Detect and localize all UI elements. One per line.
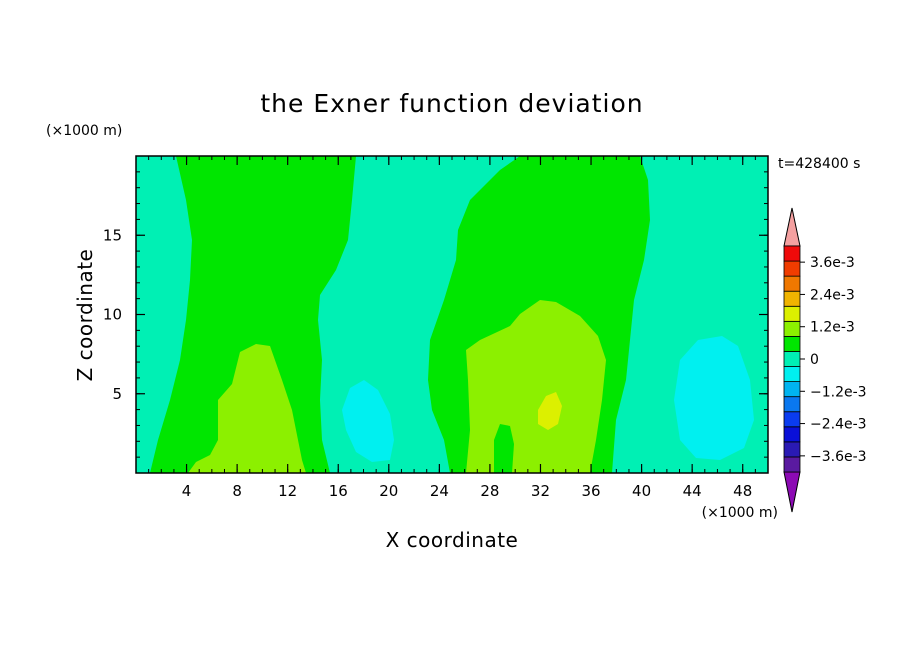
x-tick-label: 32 bbox=[531, 482, 550, 500]
colorbar-cell bbox=[783, 441, 801, 458]
chart-title: the Exner function deviation bbox=[260, 89, 643, 118]
time-label: t=428400 s bbox=[778, 156, 860, 172]
colorbar-cell bbox=[783, 351, 801, 367]
x-tick-label: 24 bbox=[430, 482, 449, 500]
colorbar-cell bbox=[783, 396, 801, 413]
x-tick-label: 40 bbox=[632, 482, 651, 500]
contour-field bbox=[136, 156, 768, 473]
colorbar-cell bbox=[783, 426, 801, 443]
colorbar-label: 0 bbox=[810, 352, 819, 368]
x-tick-label: 48 bbox=[733, 482, 752, 500]
x-tick-label: 28 bbox=[480, 482, 499, 500]
y-unit-label: (×1000 m) bbox=[46, 123, 122, 139]
positive-band-left bbox=[150, 156, 356, 473]
colorbar-cell bbox=[783, 456, 801, 473]
colorbar-cell bbox=[783, 411, 801, 428]
cyan-cell-right bbox=[674, 336, 754, 460]
colorbar bbox=[783, 207, 801, 513]
lime-lobe-left bbox=[188, 344, 306, 473]
colorbar-cell bbox=[783, 366, 801, 382]
y-axis-ticks: 5 10 15 bbox=[103, 171, 768, 458]
y-tick-label: 5 bbox=[112, 385, 122, 403]
x-tick-label: 16 bbox=[329, 482, 348, 500]
colorbar-labels: 3.6e-3 2.4e-3 1.2e-3 0 −1.2e-3 −2.4e-3 −3.6e-3 bbox=[800, 255, 867, 465]
yellow-cell bbox=[538, 392, 562, 430]
y-axis-label: Z coordinate bbox=[73, 249, 97, 382]
x-tick-label: 20 bbox=[379, 482, 398, 500]
colorbar-under-triangle bbox=[783, 471, 801, 513]
colorbar-label: −2.4e-3 bbox=[810, 417, 867, 433]
y-tick-label: 10 bbox=[103, 306, 122, 324]
colorbar-cell bbox=[783, 275, 801, 292]
x-tick-label: 4 bbox=[182, 482, 192, 500]
x-tick-label: 44 bbox=[683, 482, 702, 500]
cyan-cell-left bbox=[342, 380, 394, 462]
x-axis-label: X coordinate bbox=[386, 528, 519, 552]
colorbar-label: −3.6e-3 bbox=[810, 449, 867, 465]
colorbar-cell bbox=[783, 260, 801, 277]
x-tick-label: 8 bbox=[232, 482, 242, 500]
colorbar-label: 3.6e-3 bbox=[810, 255, 855, 271]
x-axis-ticks: 4 8 12 16 20 24 28 32 36 40 44 48 bbox=[148, 156, 756, 500]
colorbar-cell bbox=[783, 305, 801, 322]
colorbar-label: −1.2e-3 bbox=[810, 384, 867, 400]
x-tick-label: 12 bbox=[278, 482, 297, 500]
colorbar-cell bbox=[783, 245, 801, 262]
colorbar-cell bbox=[783, 381, 801, 398]
colorbar-label: 1.2e-3 bbox=[810, 320, 855, 336]
colorbar-over-triangle bbox=[783, 207, 801, 247]
colorbar-cell bbox=[783, 320, 801, 337]
x-unit-label: (×1000 m) bbox=[702, 505, 778, 521]
colorbar-cell bbox=[783, 335, 801, 352]
y-tick-label: 15 bbox=[103, 226, 122, 244]
colorbar-cell bbox=[783, 290, 801, 307]
x-tick-label: 36 bbox=[581, 482, 600, 500]
lime-lobe-right-notch bbox=[494, 424, 514, 473]
colorbar-label: 2.4e-3 bbox=[810, 287, 855, 303]
